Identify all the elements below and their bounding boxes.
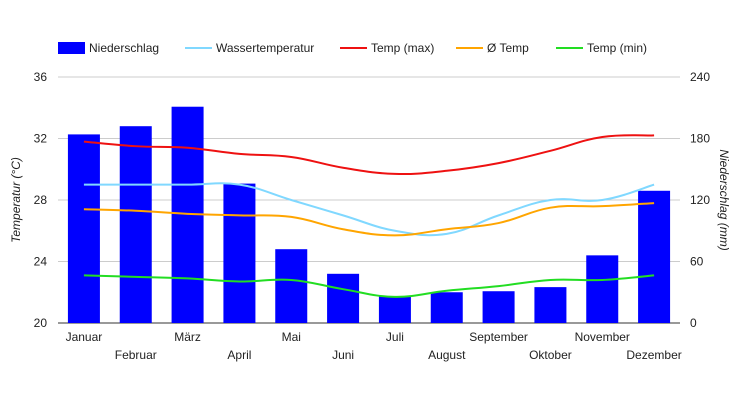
x-label-7: August xyxy=(428,348,466,362)
x-label-4: Mai xyxy=(282,330,301,344)
x-label-6: Juli xyxy=(386,330,404,344)
bar-niederschlag-1 xyxy=(119,126,152,323)
x-label-3: April xyxy=(227,348,251,362)
y-left-tick-24: 24 xyxy=(34,255,48,269)
y-axis-title-left: Temperatur (°C) xyxy=(9,157,23,243)
y-right-tick-60: 60 xyxy=(690,255,704,269)
series-line-4 xyxy=(83,274,655,298)
bar-niederschlag-11 xyxy=(638,190,671,323)
x-label-9: Oktober xyxy=(529,348,572,362)
y-right-tick-180: 180 xyxy=(690,132,710,146)
y-left-tick-20: 20 xyxy=(34,316,48,330)
series-line-2 xyxy=(83,134,655,175)
x-label-1: Februar xyxy=(115,348,157,362)
x-label-0: Januar xyxy=(66,330,103,344)
y-right-tick-120: 120 xyxy=(690,193,710,207)
bar-niederschlag-3 xyxy=(223,183,256,323)
x-label-5: Juni xyxy=(332,348,354,362)
series-line-3 xyxy=(83,202,655,237)
x-label-10: November xyxy=(575,330,630,344)
y-axis-title-right: Niederschlag (mm) xyxy=(717,149,731,250)
legend-swatch-0 xyxy=(58,42,85,54)
bar-niederschlag-0 xyxy=(67,134,100,323)
y-left-tick-28: 28 xyxy=(34,193,48,207)
x-label-2: März xyxy=(174,330,201,344)
series-line-1 xyxy=(83,182,655,237)
bar-niederschlag-6 xyxy=(378,296,411,323)
legend-label-0: Niederschlag xyxy=(89,41,159,55)
y-right-tick-0: 0 xyxy=(690,316,697,330)
legend-label-3: Ø Temp xyxy=(487,41,529,55)
bar-niederschlag-5 xyxy=(327,273,360,323)
bar-niederschlag-7 xyxy=(430,292,463,323)
x-label-8: September xyxy=(469,330,528,344)
bar-niederschlag-10 xyxy=(586,255,619,323)
y-right-tick-240: 240 xyxy=(690,70,710,84)
x-label-11: Dezember xyxy=(626,348,681,362)
legend-label-4: Temp (min) xyxy=(587,41,647,55)
bar-niederschlag-4 xyxy=(275,249,308,323)
legend-label-1: Wassertemperatur xyxy=(216,41,314,55)
y-left-tick-36: 36 xyxy=(34,70,48,84)
bar-niederschlag-9 xyxy=(534,287,567,323)
y-left-tick-32: 32 xyxy=(34,132,48,146)
bar-niederschlag-8 xyxy=(482,291,515,323)
legend-label-2: Temp (max) xyxy=(371,41,434,55)
